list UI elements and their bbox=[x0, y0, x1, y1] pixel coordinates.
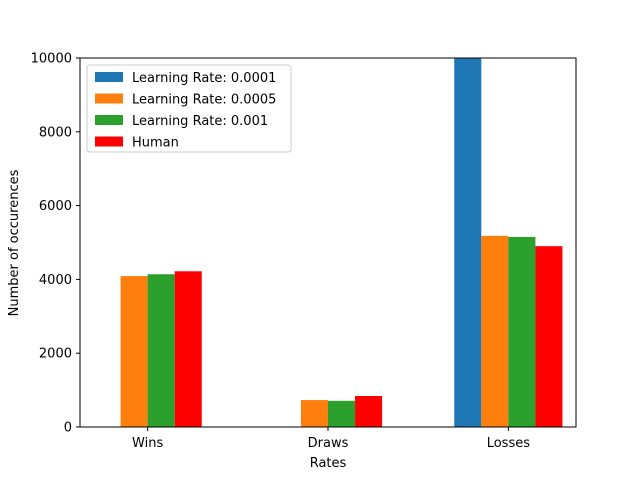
x-tick-label: Losses bbox=[487, 436, 531, 451]
x-axis-ticks: Wins Draws Losses bbox=[132, 427, 530, 451]
bar-draws-series-1 bbox=[300, 400, 328, 427]
y-axis-label: Number of occurences bbox=[7, 169, 22, 316]
bar-wins-series-1 bbox=[120, 276, 148, 427]
plot-frame bbox=[79, 57, 577, 428]
legend-entry-label: Learning Rate: 0.001 bbox=[132, 114, 268, 129]
bar-draws-series-2 bbox=[328, 400, 356, 427]
y-tick-label: 4000 bbox=[39, 273, 72, 288]
legend-entry-label: Learning Rate: 0.0001 bbox=[132, 71, 276, 86]
y-tick-label: 2000 bbox=[39, 347, 72, 362]
y-tick-label: 10000 bbox=[31, 52, 72, 67]
bar-wins-series-3 bbox=[174, 271, 202, 427]
x-tick-label: Draws bbox=[308, 436, 349, 451]
y-axis-ticks: 0 2000 4000 6000 8000 10000 bbox=[31, 52, 80, 436]
legend-swatch bbox=[95, 115, 123, 125]
bar-draws-series-3 bbox=[355, 396, 383, 427]
x-tick-label: Wins bbox=[132, 436, 163, 451]
y-tick-label: 6000 bbox=[39, 199, 72, 214]
legend: Learning Rate: 0.0001 Learning Rate: 0.00… bbox=[86, 64, 292, 153]
legend-entry-label: Human bbox=[132, 136, 179, 151]
y-tick-label: 0 bbox=[64, 421, 72, 436]
legend-entry-label: Learning Rate: 0.0005 bbox=[132, 93, 276, 108]
y-tick-label: 8000 bbox=[39, 125, 72, 140]
bar-losses-series-1 bbox=[481, 235, 509, 427]
legend-swatch bbox=[95, 72, 123, 82]
bar-losses-series-0 bbox=[454, 58, 482, 427]
bar-wins-series-2 bbox=[147, 274, 175, 427]
bar-losses-series-2 bbox=[508, 236, 536, 427]
legend-swatch bbox=[95, 93, 123, 104]
x-axis-label: Rates bbox=[310, 456, 347, 471]
bar-losses-series-3 bbox=[535, 246, 563, 427]
legend-frame bbox=[86, 64, 292, 153]
legend-swatch bbox=[95, 136, 123, 147]
bars-group bbox=[120, 58, 563, 427]
